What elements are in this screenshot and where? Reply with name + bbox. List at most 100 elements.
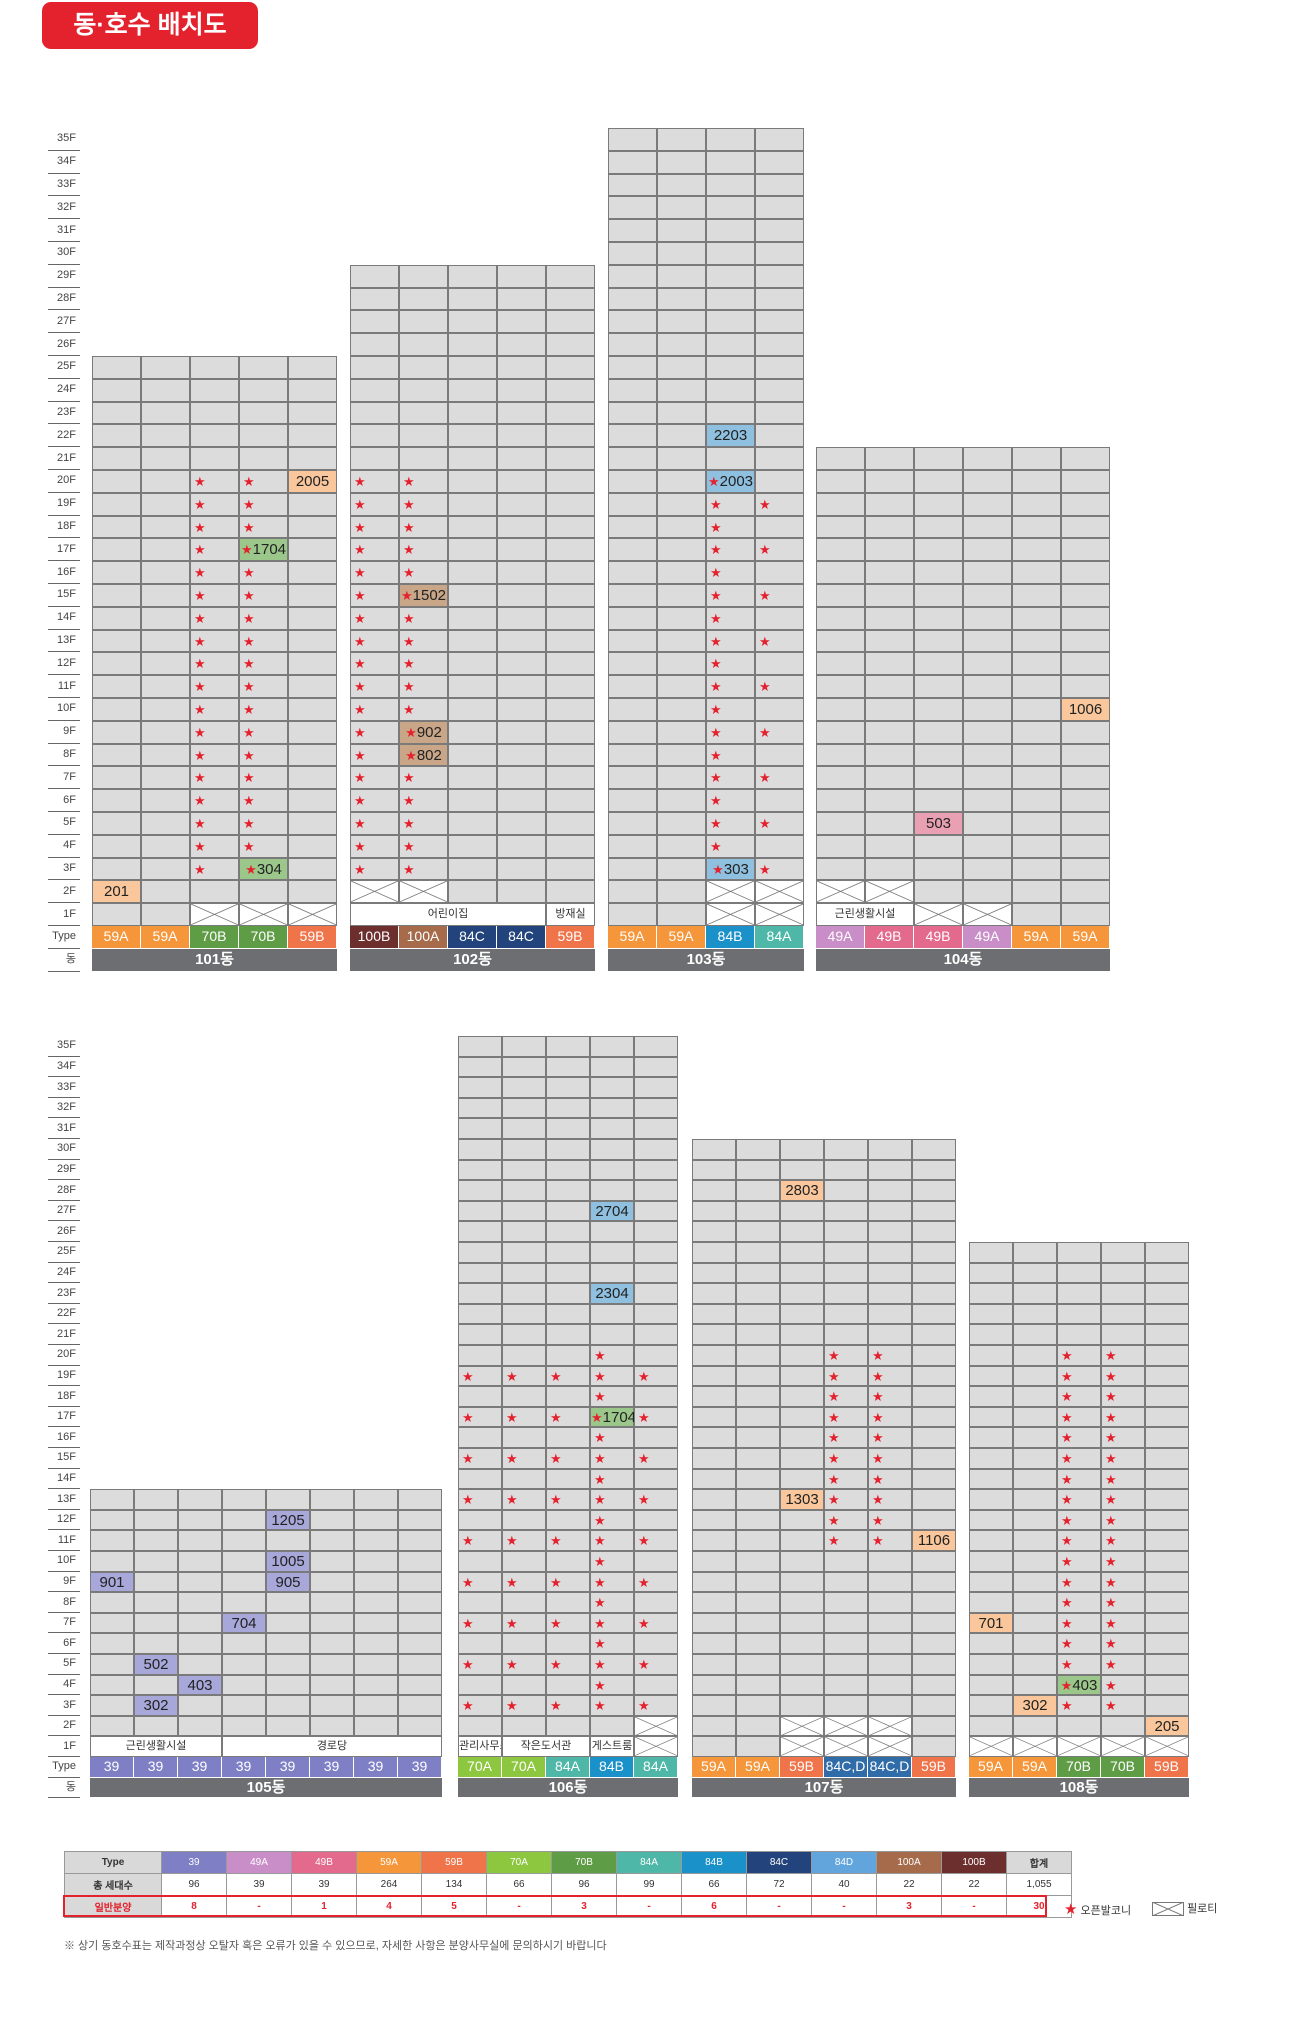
unit-cell[interactable]: ★	[706, 606, 755, 630]
unit-cell[interactable]: ★	[399, 652, 448, 676]
unit-cell[interactable]	[608, 150, 657, 174]
unit-cell[interactable]	[497, 675, 546, 698]
unit-cell[interactable]	[816, 538, 865, 562]
unit-cell[interactable]: ★	[190, 606, 239, 630]
unit-cell[interactable]: ★	[824, 1365, 868, 1387]
unit-cell[interactable]: ★	[350, 515, 399, 539]
unit-cell[interactable]	[780, 1448, 824, 1469]
unit-cell[interactable]: ★	[190, 652, 239, 676]
unit-cell[interactable]	[458, 1077, 502, 1098]
unit-cell[interactable]	[1013, 1509, 1057, 1531]
unit-cell[interactable]: ★	[1057, 1530, 1101, 1551]
unit-cell[interactable]	[634, 1262, 678, 1284]
unit-cell[interactable]: ★	[546, 1489, 590, 1510]
unit-cell[interactable]	[657, 310, 706, 334]
unit-cell[interactable]	[546, 1324, 590, 1345]
unit-cell[interactable]: ★	[350, 766, 399, 790]
unit-cell[interactable]: ★	[1057, 1489, 1101, 1510]
unit-cell[interactable]	[546, 1221, 590, 1242]
unit-cell[interactable]: ★	[350, 606, 399, 630]
unit-cell[interactable]	[448, 584, 497, 607]
unit-cell[interactable]	[141, 766, 190, 790]
unit-cell[interactable]	[755, 310, 804, 334]
unit-cell[interactable]	[755, 287, 804, 311]
unit-cell[interactable]	[1101, 1262, 1145, 1284]
unit-cell[interactable]	[780, 1386, 824, 1407]
unit-cell[interactable]	[310, 1674, 354, 1696]
unit-cell[interactable]	[816, 606, 865, 630]
unit-cell[interactable]	[657, 584, 706, 607]
unit-cell[interactable]	[1012, 903, 1061, 926]
unit-cell[interactable]: ★	[824, 1386, 868, 1407]
unit-cell[interactable]	[288, 629, 337, 653]
unit-cell[interactable]	[1012, 470, 1061, 493]
unit-cell[interactable]	[502, 1633, 546, 1654]
unit-cell[interactable]	[608, 470, 657, 493]
unit-cell[interactable]	[692, 1242, 736, 1263]
unit-cell[interactable]	[92, 857, 141, 881]
unit-cell[interactable]	[92, 743, 141, 767]
unit-cell[interactable]	[657, 150, 706, 174]
unit-cell[interactable]	[1013, 1674, 1057, 1696]
unit-cell[interactable]	[354, 1633, 398, 1654]
unit-cell[interactable]	[824, 1695, 868, 1716]
unit-cell[interactable]	[502, 1592, 546, 1613]
unit-cell[interactable]	[448, 538, 497, 562]
unit-cell[interactable]	[288, 834, 337, 858]
unit-cell[interactable]	[590, 1262, 634, 1284]
unit-cell[interactable]	[1061, 515, 1110, 539]
unit-cell[interactable]	[1145, 1406, 1189, 1428]
unit-number-cell[interactable]: 1205	[266, 1509, 310, 1531]
unit-cell[interactable]	[963, 561, 1012, 584]
unit-cell[interactable]	[497, 264, 546, 288]
unit-cell[interactable]: ★	[350, 470, 399, 493]
unit-cell[interactable]	[608, 834, 657, 858]
unit-cell[interactable]: ★	[239, 789, 288, 812]
unit-cell[interactable]	[912, 1200, 956, 1222]
unit-cell[interactable]: ★	[350, 538, 399, 562]
unit-cell[interactable]	[546, 287, 595, 311]
unit-cell[interactable]	[816, 470, 865, 493]
unit-cell[interactable]	[969, 1303, 1013, 1325]
unit-cell[interactable]	[736, 1262, 780, 1284]
unit-cell[interactable]: ★	[502, 1489, 546, 1510]
unit-cell[interactable]	[222, 1715, 266, 1737]
unit-cell[interactable]	[914, 766, 963, 790]
unit-cell[interactable]	[608, 242, 657, 265]
unit-cell[interactable]	[266, 1654, 310, 1675]
unit-cell[interactable]	[963, 857, 1012, 881]
unit-cell[interactable]	[1013, 1715, 1057, 1737]
unit-cell[interactable]	[190, 378, 239, 402]
unit-cell[interactable]	[914, 470, 963, 493]
unit-cell[interactable]	[546, 629, 595, 653]
unit-cell[interactable]	[1061, 561, 1110, 584]
unit-cell[interactable]	[141, 538, 190, 562]
unit-cell[interactable]: ★	[458, 1406, 502, 1428]
unit-cell[interactable]	[1145, 1262, 1189, 1284]
unit-cell[interactable]	[1012, 629, 1061, 653]
unit-cell[interactable]: ★	[458, 1695, 502, 1716]
unit-cell[interactable]: ★	[1101, 1674, 1145, 1696]
unit-cell[interactable]	[141, 720, 190, 744]
unit-cell[interactable]	[448, 698, 497, 721]
unit-cell[interactable]	[497, 834, 546, 858]
unit-cell[interactable]	[969, 1674, 1013, 1696]
unit-cell[interactable]: ★	[1057, 1654, 1101, 1675]
unit-cell[interactable]	[546, 1077, 590, 1098]
unit-cell[interactable]	[222, 1695, 266, 1716]
unit-cell[interactable]	[141, 789, 190, 812]
unit-cell[interactable]	[780, 1674, 824, 1696]
unit-cell[interactable]	[912, 1674, 956, 1696]
unit-cell[interactable]	[692, 1448, 736, 1469]
unit-cell[interactable]: ★	[399, 766, 448, 790]
unit-cell[interactable]: ★	[239, 812, 288, 835]
unit-cell[interactable]	[239, 880, 288, 904]
unit-cell[interactable]	[755, 173, 804, 197]
unit-cell[interactable]	[1013, 1345, 1057, 1366]
unit-cell[interactable]	[780, 1695, 824, 1716]
unit-cell[interactable]	[288, 606, 337, 630]
unit-cell[interactable]	[657, 698, 706, 721]
unit-cell[interactable]	[350, 401, 399, 425]
unit-cell[interactable]	[310, 1695, 354, 1716]
unit-cell[interactable]	[458, 1242, 502, 1263]
